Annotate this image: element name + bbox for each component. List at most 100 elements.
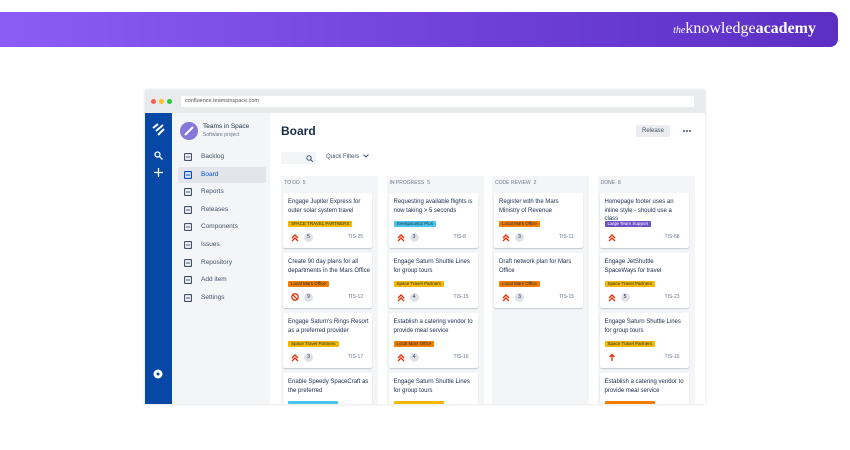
- vote-count: 3: [515, 293, 524, 302]
- priority-icon: [397, 234, 404, 242]
- nav-icon: [184, 293, 192, 302]
- issue-key: TIS-15: [664, 354, 680, 360]
- column-count: 8: [617, 180, 621, 186]
- logo-icon[interactable]: [152, 123, 165, 136]
- search-box-icon: [306, 155, 313, 162]
- more-button[interactable]: [682, 129, 692, 133]
- column-name: IN PROGRESS: [389, 180, 425, 186]
- card-label: Space Travel Partners: [604, 341, 656, 347]
- issue-card[interactable]: Draft network plan for Mars Office Local …: [494, 253, 583, 308]
- card-label: SPACE TRAVEL PARTNERS: [288, 221, 353, 227]
- issue-card[interactable]: Register with the Mars Ministry of Reven…: [494, 193, 583, 248]
- release-button[interactable]: Release: [636, 125, 671, 137]
- card-label: [288, 401, 338, 404]
- priority-icon: [608, 294, 615, 302]
- title-bar: confluence.teamsinspace.com: [145, 90, 705, 113]
- priority-icon: [291, 234, 299, 242]
- project-avatar: [180, 122, 198, 140]
- priority-icon: [502, 294, 510, 302]
- issue-card[interactable]: Create 90 day plans for all departments …: [283, 253, 372, 308]
- issue-key: TIS-16: [453, 354, 469, 360]
- card-title: Register with the Mars Ministry of Reven…: [499, 199, 559, 214]
- nav-item[interactable]: Board: [178, 166, 266, 183]
- column-count: 2: [533, 180, 537, 186]
- brand-bold: academy: [755, 20, 816, 37]
- nav-icon: [184, 241, 192, 249]
- nav-item[interactable]: Backlog: [178, 149, 266, 165]
- column-count: 5: [427, 180, 431, 186]
- nav-item[interactable]: Settings: [178, 290, 266, 306]
- banner: theknowledgeacademy: [0, 12, 838, 47]
- sidebar: Teams in Space Software project Backlog B…: [172, 113, 270, 404]
- column-name: TO DO: [284, 180, 300, 186]
- window-controls[interactable]: [150, 98, 178, 105]
- card-label: Space Travel Partners: [288, 341, 339, 347]
- nav-icon: [184, 276, 192, 285]
- column-header: IN PROGRESS 5: [390, 180, 431, 186]
- search-box[interactable]: [281, 152, 316, 164]
- card-title: Requesting available flights is now taki…: [393, 199, 473, 214]
- card-label: Large Team Support: [604, 221, 652, 227]
- column-count: 5: [302, 180, 306, 186]
- chevron: [363, 154, 370, 158]
- create-icon[interactable]: [154, 168, 163, 177]
- vote-count: 3: [515, 233, 524, 242]
- nav-icon: [184, 153, 192, 161]
- nav-label: Repository: [201, 258, 233, 266]
- project-type: Software project: [203, 132, 240, 138]
- issue-card[interactable]: Engage Saturn Shuttle Lines for group to…: [388, 253, 478, 308]
- nav-icon: [184, 205, 192, 214]
- issue-card[interactable]: Homepage footer uses an inline style - s…: [599, 193, 689, 248]
- nav-item[interactable]: Repository: [178, 255, 266, 271]
- help-icon[interactable]: [153, 369, 163, 379]
- nav-label: Releases: [201, 205, 229, 213]
- card-label: [604, 401, 655, 404]
- nav-item[interactable]: Releases: [178, 202, 266, 218]
- quick-filters-label: Quick Filters: [326, 154, 360, 160]
- issue-card[interactable]: Requesting available flights is now taki…: [388, 193, 478, 248]
- vote-count: 4: [409, 353, 419, 362]
- priority-icon: [397, 354, 404, 362]
- issue-card[interactable]: Establish a catering vendor to provide m…: [599, 373, 689, 404]
- column: CODE REVIEW 2 Register with the Mars Minis…: [492, 176, 589, 404]
- card-label: Space Travel Partners: [393, 281, 445, 287]
- vote-count: 5: [304, 233, 313, 242]
- card-title: Engage Saturn's Rings Resort as a prefer…: [288, 319, 369, 334]
- issue-card[interactable]: Engage Saturn's Rings Resort as a prefer…: [283, 313, 372, 368]
- quick-filters[interactable]: Quick Filters: [326, 154, 370, 160]
- card-label: [393, 401, 444, 404]
- issue-key: TIS-23: [664, 294, 680, 300]
- project-name[interactable]: Teams in Space: [203, 123, 250, 130]
- card-title: Engage Saturn Shuttle Lines for group to…: [393, 259, 470, 274]
- issue-card[interactable]: Establish a catering vendor to provide m…: [388, 313, 478, 368]
- nav-label: Settings: [201, 293, 225, 301]
- issue-card[interactable]: Enable Speedy SpaceCraft as the preferre…: [283, 373, 372, 404]
- issue-key: TIS-68: [664, 234, 680, 240]
- issue-card[interactable]: Engage Saturn Shuttle Lines for group to…: [599, 313, 689, 368]
- vote-count: 3: [409, 233, 419, 242]
- nav-item[interactable]: Reports: [178, 184, 266, 200]
- issue-card[interactable]: Engage Jupiter Express for outer solar s…: [283, 193, 372, 248]
- issue-card[interactable]: Engage Saturn Shuttle Lines for group to…: [388, 373, 478, 404]
- search-icon[interactable]: [154, 151, 163, 160]
- card-label: Local Mars Office: [499, 281, 540, 287]
- brand-main: knowledge: [685, 20, 756, 37]
- column: DONE 8 Homepage footer uses an inline styl…: [597, 176, 695, 404]
- nav-label: Board: [201, 170, 219, 178]
- nav-label: Components: [201, 223, 238, 231]
- brand-logo: theknowledgeacademy: [673, 20, 816, 38]
- issue-key: TIS-15: [559, 294, 575, 300]
- vote-count: 4: [409, 293, 419, 302]
- card-title: Homepage footer uses an inline style - s…: [604, 199, 674, 222]
- url-bar[interactable]: confluence.teamsinspace.com: [181, 96, 694, 107]
- nav-item[interactable]: Issues: [178, 237, 266, 253]
- nav-icon: [184, 188, 192, 197]
- priority-icon: [502, 234, 510, 242]
- column-header: TO DO 5: [284, 180, 306, 186]
- issue-card[interactable]: Engage JetShuttle SpaceWays for travel Sp…: [599, 253, 689, 308]
- nav-icon: [184, 170, 192, 179]
- nav-item[interactable]: Components: [178, 219, 266, 235]
- nav-item[interactable]: Add item: [178, 272, 266, 288]
- nav-rail: [145, 113, 172, 404]
